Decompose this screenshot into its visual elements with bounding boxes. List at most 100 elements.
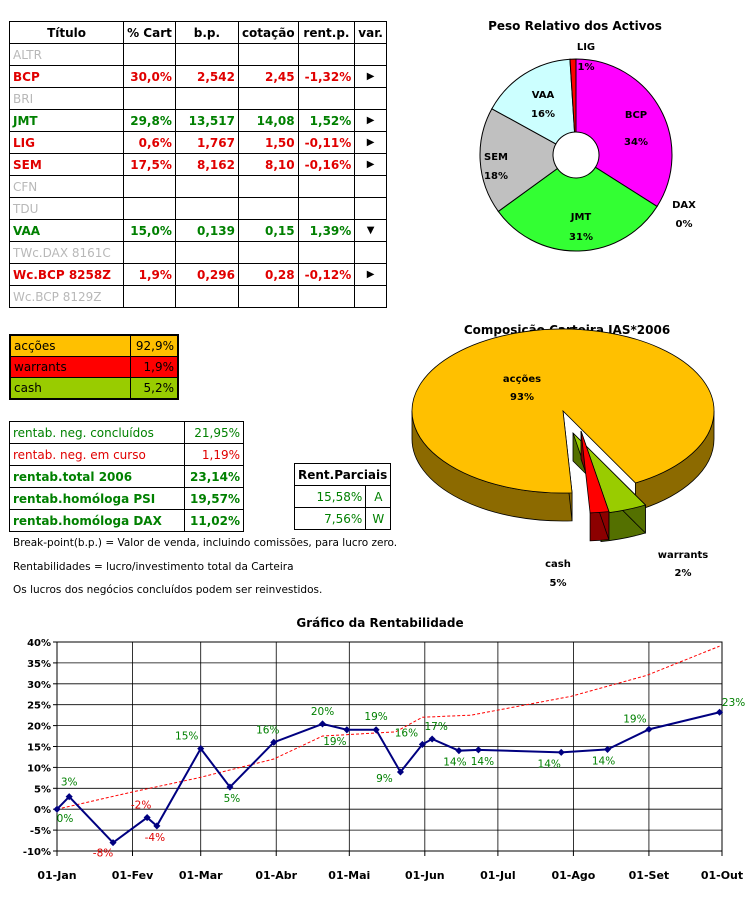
quote-cell: 1,50	[237, 131, 299, 154]
data-point-marker	[428, 735, 436, 743]
x-tick-label: 01-Out	[701, 869, 743, 882]
break-point-cell	[174, 285, 239, 308]
partial-tag: W	[365, 507, 392, 530]
break-point-cell	[174, 197, 239, 220]
allocation-value: 5,2%	[130, 377, 179, 400]
quote-cell: 0,28	[237, 263, 299, 286]
returns-row: rentab.homóloga DAX 11,02%	[9, 509, 244, 532]
returns-row: rentab. neg. em curso 1,19%	[9, 443, 244, 466]
portfolio-pct-cell	[123, 197, 176, 220]
data-point-marker	[153, 822, 161, 830]
pie-slice-vaa	[491, 58, 576, 145]
table-row: BCP 30,0% 2,542 2,45 -1,32% ▶	[8, 65, 387, 88]
y-tick-label: -10%	[23, 847, 51, 858]
note-break-point: Break-point(b.p.) = Valor de venda, incl…	[13, 537, 398, 549]
slice-value-label: 93%	[510, 392, 534, 403]
data-point-label: 14%	[471, 756, 494, 768]
return-cell: -0,16%	[297, 153, 356, 176]
slice-value-label: 31%	[569, 232, 593, 243]
slice-name-label: LIG	[577, 42, 595, 53]
returns-row: rentab.total 2006 23,14%	[9, 465, 244, 488]
data-point-label: 16%	[395, 727, 418, 739]
break-point-cell	[174, 87, 239, 110]
data-point-label: 0%	[57, 813, 74, 825]
table-row: LIG 0,6% 1,767 1,50 -0,11% ▶	[8, 131, 387, 154]
data-point-label: 17%	[424, 721, 447, 733]
data-point-marker	[226, 783, 234, 791]
portfolio-pct-cell	[123, 175, 176, 198]
ticker-cell: VAA	[8, 219, 125, 242]
ticker-cell: LIG	[8, 131, 125, 154]
data-point-label: 15%	[175, 731, 198, 743]
pie-slice-lig	[569, 58, 577, 133]
y-tick-label: 10%	[27, 763, 51, 774]
partial-header-row: Rent.Parciais	[293, 463, 392, 486]
slice-value-label: 18%	[484, 171, 508, 182]
column-header: b.p.	[174, 21, 239, 44]
returns-line-chart: Gráfico da Rentabilidade -10% -5% 0% 5% 10% 1…	[23, 616, 745, 882]
data-point-label: 20%	[311, 706, 334, 718]
variation-cell: ▶	[354, 153, 387, 176]
variation-cell	[354, 197, 387, 220]
returns-value: 23,14%	[184, 465, 244, 488]
portfolio-composition-3d-pie-chart: Composição Carteira JAS*2006 acções93%wa…	[411, 323, 715, 589]
x-tick-label: 01-Fev	[112, 869, 154, 882]
quote-cell	[237, 87, 299, 110]
allocation-row: warrants 1,9%	[9, 356, 179, 378]
data-point-marker	[645, 725, 653, 733]
column-header: Título	[8, 21, 125, 44]
portfolio-pct-cell	[123, 87, 176, 110]
variation-cell	[354, 285, 387, 308]
portfolio-pct-cell: 30,0%	[123, 65, 176, 88]
y-tick-label: 20%	[27, 722, 51, 733]
table-row: VAA 15,0% 0,139 0,15 1,39% ▼	[8, 219, 387, 242]
variation-cell: ▶	[354, 131, 387, 154]
allocation-label: warrants	[9, 356, 131, 378]
return-cell	[297, 87, 356, 110]
x-tick-label: 01-Set	[629, 869, 670, 882]
data-point-marker	[396, 768, 404, 776]
returns-value: 19,57%	[184, 487, 244, 510]
ticker-cell: Wc.BCP 8129Z	[8, 285, 125, 308]
quote-cell	[237, 241, 299, 264]
x-tick-label: 01-Jul	[480, 869, 516, 882]
data-point-marker	[143, 814, 151, 822]
pie-slice-warrants	[580, 430, 610, 514]
slice-name-label: cash	[545, 559, 571, 570]
ticker-cell: Wc.BCP 8258Z	[8, 263, 125, 286]
data-point-label: 19%	[364, 711, 387, 723]
ticker-cell: TDU	[8, 197, 125, 220]
portfolio-pct-cell	[123, 285, 176, 308]
note-returns-definition: Rentabilidades = lucro/investimento tota…	[13, 561, 294, 573]
data-point-label: 14%	[592, 755, 615, 767]
returns-row: rentab. neg. concluídos 21,95%	[9, 421, 244, 444]
quote-cell: 8,10	[237, 153, 299, 176]
break-point-cell: 1,767	[174, 131, 239, 154]
allocation-table: acções 92,9% warrants 1,9% cash 5,2%	[9, 334, 179, 400]
variation-cell: ▼	[354, 219, 387, 242]
table-row: TDU	[8, 197, 387, 220]
y-tick-label: 0%	[34, 805, 51, 816]
triangle-right-icon: ▶	[366, 115, 375, 126]
x-tick-label: 01-Mai	[328, 869, 370, 882]
variation-cell	[354, 87, 387, 110]
data-point-marker	[474, 746, 482, 754]
returns-value: 21,95%	[184, 421, 244, 444]
return-cell	[297, 197, 356, 220]
break-point-cell	[174, 175, 239, 198]
slice-value-label: 34%	[624, 137, 648, 148]
slice-name-label: BCP	[625, 110, 647, 121]
return-cell	[297, 43, 356, 66]
ticker-cell: JMT	[8, 109, 125, 132]
ticker-cell: SEM	[8, 153, 125, 176]
slice-name-label: VAA	[532, 90, 555, 101]
data-point-label: -2%	[131, 800, 151, 812]
table-row: Wc.BCP 8258Z 1,9% 0,296 0,28 -0,12% ▶	[8, 263, 387, 286]
pie-slice-accoes	[411, 328, 715, 494]
partial-row: 7,56% W	[293, 507, 392, 530]
table-row: BRI	[8, 87, 387, 110]
quote-cell	[237, 197, 299, 220]
return-cell: -0,12%	[297, 263, 356, 286]
portfolio-pct-cell: 15,0%	[123, 219, 176, 242]
break-point-cell: 0,296	[174, 263, 239, 286]
